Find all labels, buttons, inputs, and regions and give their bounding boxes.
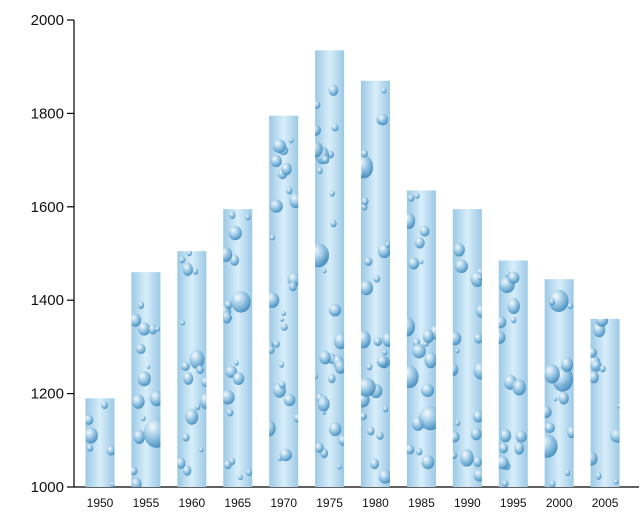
x-tick-label: 1975 xyxy=(316,496,343,510)
y-tick-label: 1000 xyxy=(31,479,64,496)
bar-1950 xyxy=(84,398,116,487)
bar-1955 xyxy=(130,272,169,490)
x-tick-label: 1990 xyxy=(454,496,481,510)
bar-1985 xyxy=(400,190,442,487)
x-tick-label: 1980 xyxy=(362,496,389,510)
x-tick-label: 1985 xyxy=(408,496,435,510)
bar-rect xyxy=(315,50,344,487)
bar-1980 xyxy=(354,81,393,487)
bar-1990 xyxy=(448,209,488,487)
x-tick-label: 2000 xyxy=(546,496,573,510)
x-tick-label: 2005 xyxy=(592,496,619,510)
x-tick-label: 1950 xyxy=(87,496,114,510)
y-tick-label: 2000 xyxy=(31,12,64,29)
bar-1960 xyxy=(176,250,212,487)
y-tick-label: 1200 xyxy=(31,386,64,403)
bar-1970 xyxy=(263,116,303,487)
x-tick-label: 1995 xyxy=(500,496,527,510)
x-tick-label: 1955 xyxy=(133,496,160,510)
bar-2000 xyxy=(537,279,577,487)
x-tick-label: 1965 xyxy=(224,496,251,510)
y-tick-label: 1800 xyxy=(31,105,64,122)
bar-2005 xyxy=(585,313,624,487)
x-axis: 1950 1955 1960 1965 1970 1975 1980 1985 1990 1995… xyxy=(74,487,639,510)
bar-series xyxy=(84,50,624,490)
x-tick-label: 1970 xyxy=(270,496,297,510)
bar-1995 xyxy=(493,261,528,488)
bar-1965 xyxy=(218,209,252,487)
x-tick-label: 1960 xyxy=(178,496,205,510)
y-axis: 1000 1200 1400 1600 1800 2000 xyxy=(31,12,74,496)
bar-1975 xyxy=(308,50,348,487)
y-tick-label: 1600 xyxy=(31,199,64,216)
y-tick-label: 1400 xyxy=(31,292,64,309)
